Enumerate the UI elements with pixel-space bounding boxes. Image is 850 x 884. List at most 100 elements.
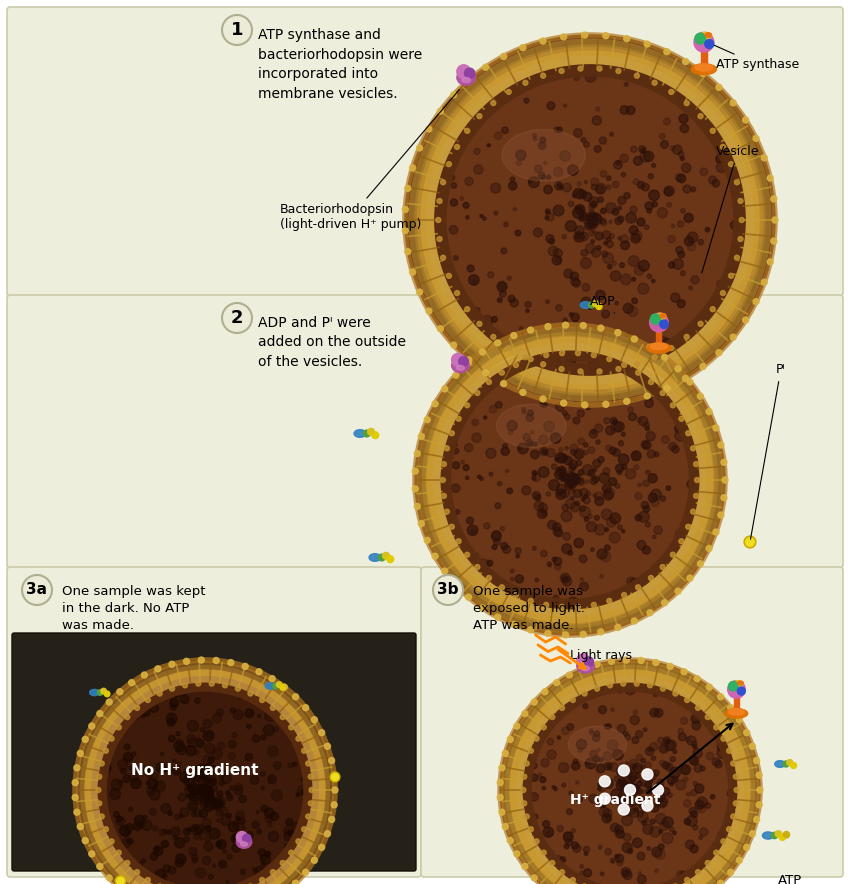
- Circle shape: [506, 469, 508, 473]
- Circle shape: [716, 155, 724, 163]
- Circle shape: [202, 786, 213, 796]
- Circle shape: [402, 227, 408, 233]
- Circle shape: [168, 735, 175, 742]
- Circle shape: [541, 401, 547, 408]
- Circle shape: [206, 798, 217, 809]
- Circle shape: [557, 826, 564, 832]
- Circle shape: [592, 353, 597, 358]
- Circle shape: [296, 839, 301, 844]
- Text: ATP synthase and
bacteriorhodopsin were
incorporated into
membrane vesicles.: ATP synthase and bacteriorhodopsin were …: [258, 28, 422, 101]
- Circle shape: [302, 827, 307, 832]
- Circle shape: [545, 630, 551, 636]
- Circle shape: [603, 343, 611, 352]
- Circle shape: [628, 849, 632, 853]
- Circle shape: [684, 101, 689, 105]
- FancyBboxPatch shape: [7, 295, 843, 568]
- Circle shape: [532, 492, 541, 499]
- Circle shape: [583, 450, 588, 454]
- Circle shape: [660, 565, 666, 569]
- Circle shape: [107, 868, 117, 878]
- Circle shape: [783, 761, 789, 767]
- Circle shape: [260, 772, 265, 776]
- Circle shape: [693, 745, 697, 749]
- Circle shape: [576, 189, 586, 199]
- Circle shape: [123, 705, 133, 715]
- Circle shape: [679, 114, 689, 123]
- Circle shape: [655, 813, 666, 824]
- Circle shape: [526, 309, 530, 313]
- Circle shape: [651, 489, 661, 499]
- Circle shape: [541, 362, 546, 367]
- Circle shape: [700, 766, 705, 771]
- Circle shape: [616, 367, 621, 371]
- Circle shape: [705, 506, 708, 509]
- Circle shape: [529, 177, 539, 187]
- Circle shape: [445, 292, 449, 296]
- Circle shape: [558, 736, 560, 739]
- Circle shape: [270, 705, 275, 711]
- Circle shape: [643, 728, 647, 732]
- Circle shape: [660, 496, 666, 501]
- Circle shape: [631, 796, 635, 800]
- Circle shape: [244, 767, 247, 771]
- Circle shape: [147, 787, 155, 796]
- Circle shape: [540, 137, 546, 143]
- Circle shape: [673, 831, 676, 834]
- Circle shape: [235, 816, 240, 820]
- Circle shape: [606, 445, 612, 451]
- Circle shape: [150, 773, 158, 781]
- Circle shape: [681, 766, 688, 774]
- Circle shape: [201, 801, 208, 809]
- Circle shape: [508, 181, 517, 190]
- Circle shape: [601, 220, 607, 226]
- Circle shape: [718, 512, 724, 518]
- Circle shape: [501, 381, 507, 386]
- Circle shape: [498, 281, 506, 289]
- Circle shape: [293, 762, 297, 766]
- Circle shape: [491, 316, 497, 322]
- Circle shape: [606, 185, 611, 189]
- Circle shape: [592, 215, 602, 225]
- Circle shape: [730, 221, 739, 229]
- Circle shape: [569, 475, 572, 478]
- Circle shape: [615, 353, 620, 358]
- Circle shape: [558, 453, 567, 463]
- Circle shape: [598, 364, 602, 369]
- Circle shape: [303, 705, 309, 711]
- Circle shape: [559, 351, 564, 355]
- Circle shape: [630, 206, 637, 213]
- Circle shape: [271, 789, 282, 801]
- Circle shape: [598, 681, 607, 690]
- Circle shape: [503, 444, 507, 448]
- Circle shape: [252, 735, 259, 743]
- Circle shape: [575, 625, 580, 629]
- Circle shape: [451, 484, 460, 492]
- Circle shape: [691, 741, 697, 747]
- Circle shape: [466, 476, 469, 479]
- Circle shape: [614, 161, 622, 169]
- Circle shape: [455, 291, 460, 295]
- Circle shape: [108, 724, 112, 728]
- Circle shape: [608, 674, 618, 684]
- Circle shape: [438, 325, 444, 332]
- Circle shape: [456, 422, 460, 425]
- Circle shape: [693, 749, 702, 758]
- Circle shape: [592, 430, 596, 434]
- Circle shape: [292, 694, 298, 700]
- Circle shape: [128, 680, 134, 686]
- Circle shape: [450, 199, 457, 206]
- Circle shape: [643, 391, 653, 400]
- Circle shape: [521, 788, 526, 792]
- Circle shape: [643, 480, 649, 486]
- Circle shape: [235, 783, 242, 791]
- Circle shape: [626, 805, 635, 815]
- Circle shape: [717, 747, 728, 758]
- Circle shape: [513, 208, 517, 210]
- Circle shape: [261, 702, 268, 708]
- Circle shape: [647, 847, 650, 850]
- Circle shape: [626, 469, 636, 479]
- Circle shape: [187, 828, 190, 832]
- Circle shape: [660, 686, 666, 691]
- Circle shape: [589, 728, 593, 733]
- Circle shape: [630, 804, 634, 807]
